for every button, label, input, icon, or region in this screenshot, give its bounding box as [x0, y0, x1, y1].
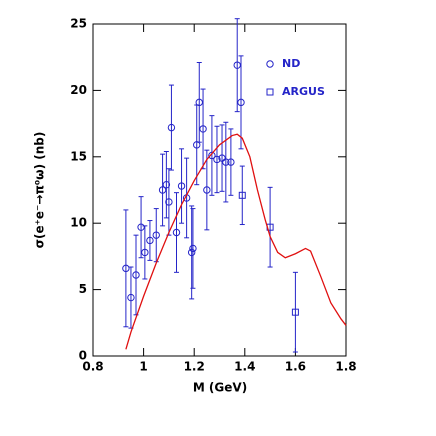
y-axis-label: σ(e⁺e⁻→π⁰ω) (nb) — [33, 132, 47, 249]
data-point — [162, 180, 171, 189]
x-tick-label: 1.4 — [234, 360, 255, 374]
data-point — [127, 293, 135, 302]
data-point — [238, 191, 246, 199]
model-curve — [125, 133, 347, 350]
y-tick-label: 0 — [79, 349, 87, 363]
data-point — [233, 61, 241, 69]
data-point — [227, 158, 235, 166]
data-point — [165, 198, 173, 206]
y-tick-label: 25 — [70, 17, 87, 31]
data-point — [152, 231, 160, 239]
data-point — [213, 155, 221, 164]
x-tick-label: 1.2 — [184, 360, 205, 374]
data-point — [158, 186, 167, 194]
data-point — [203, 186, 211, 194]
data-point — [291, 308, 299, 316]
y-tick-label: 15 — [70, 149, 87, 163]
x-tick-label: 1.6 — [285, 360, 306, 374]
data-point — [237, 98, 245, 107]
x-tick-label: 1.8 — [335, 360, 356, 374]
data-point — [218, 154, 226, 162]
x-tick-label: 1 — [139, 360, 147, 374]
data-point — [177, 182, 186, 190]
data-point — [132, 271, 140, 279]
data-point — [122, 264, 130, 273]
data-point — [222, 158, 230, 166]
legend-label: ND — [282, 57, 300, 70]
data-point — [195, 98, 203, 107]
data-point — [172, 228, 181, 237]
y-tick-label: 5 — [79, 282, 87, 296]
data-point — [141, 248, 149, 257]
data-point — [189, 244, 197, 253]
data-point — [208, 151, 216, 160]
legend-label: ARGUS — [282, 85, 325, 98]
plot-frame — [92, 23, 347, 357]
data-point — [146, 236, 154, 245]
y-tick-label: 20 — [70, 83, 87, 97]
data-point — [137, 223, 145, 231]
x-tick-label: 0.8 — [82, 360, 103, 374]
data-point — [193, 141, 201, 149]
data-point — [167, 123, 176, 132]
data-point — [187, 248, 196, 257]
y-tick-label: 10 — [70, 216, 87, 230]
x-axis-label: M (GeV) — [193, 381, 247, 395]
legend-marker — [266, 88, 274, 96]
legend-marker — [266, 60, 274, 68]
data-point — [199, 125, 207, 133]
